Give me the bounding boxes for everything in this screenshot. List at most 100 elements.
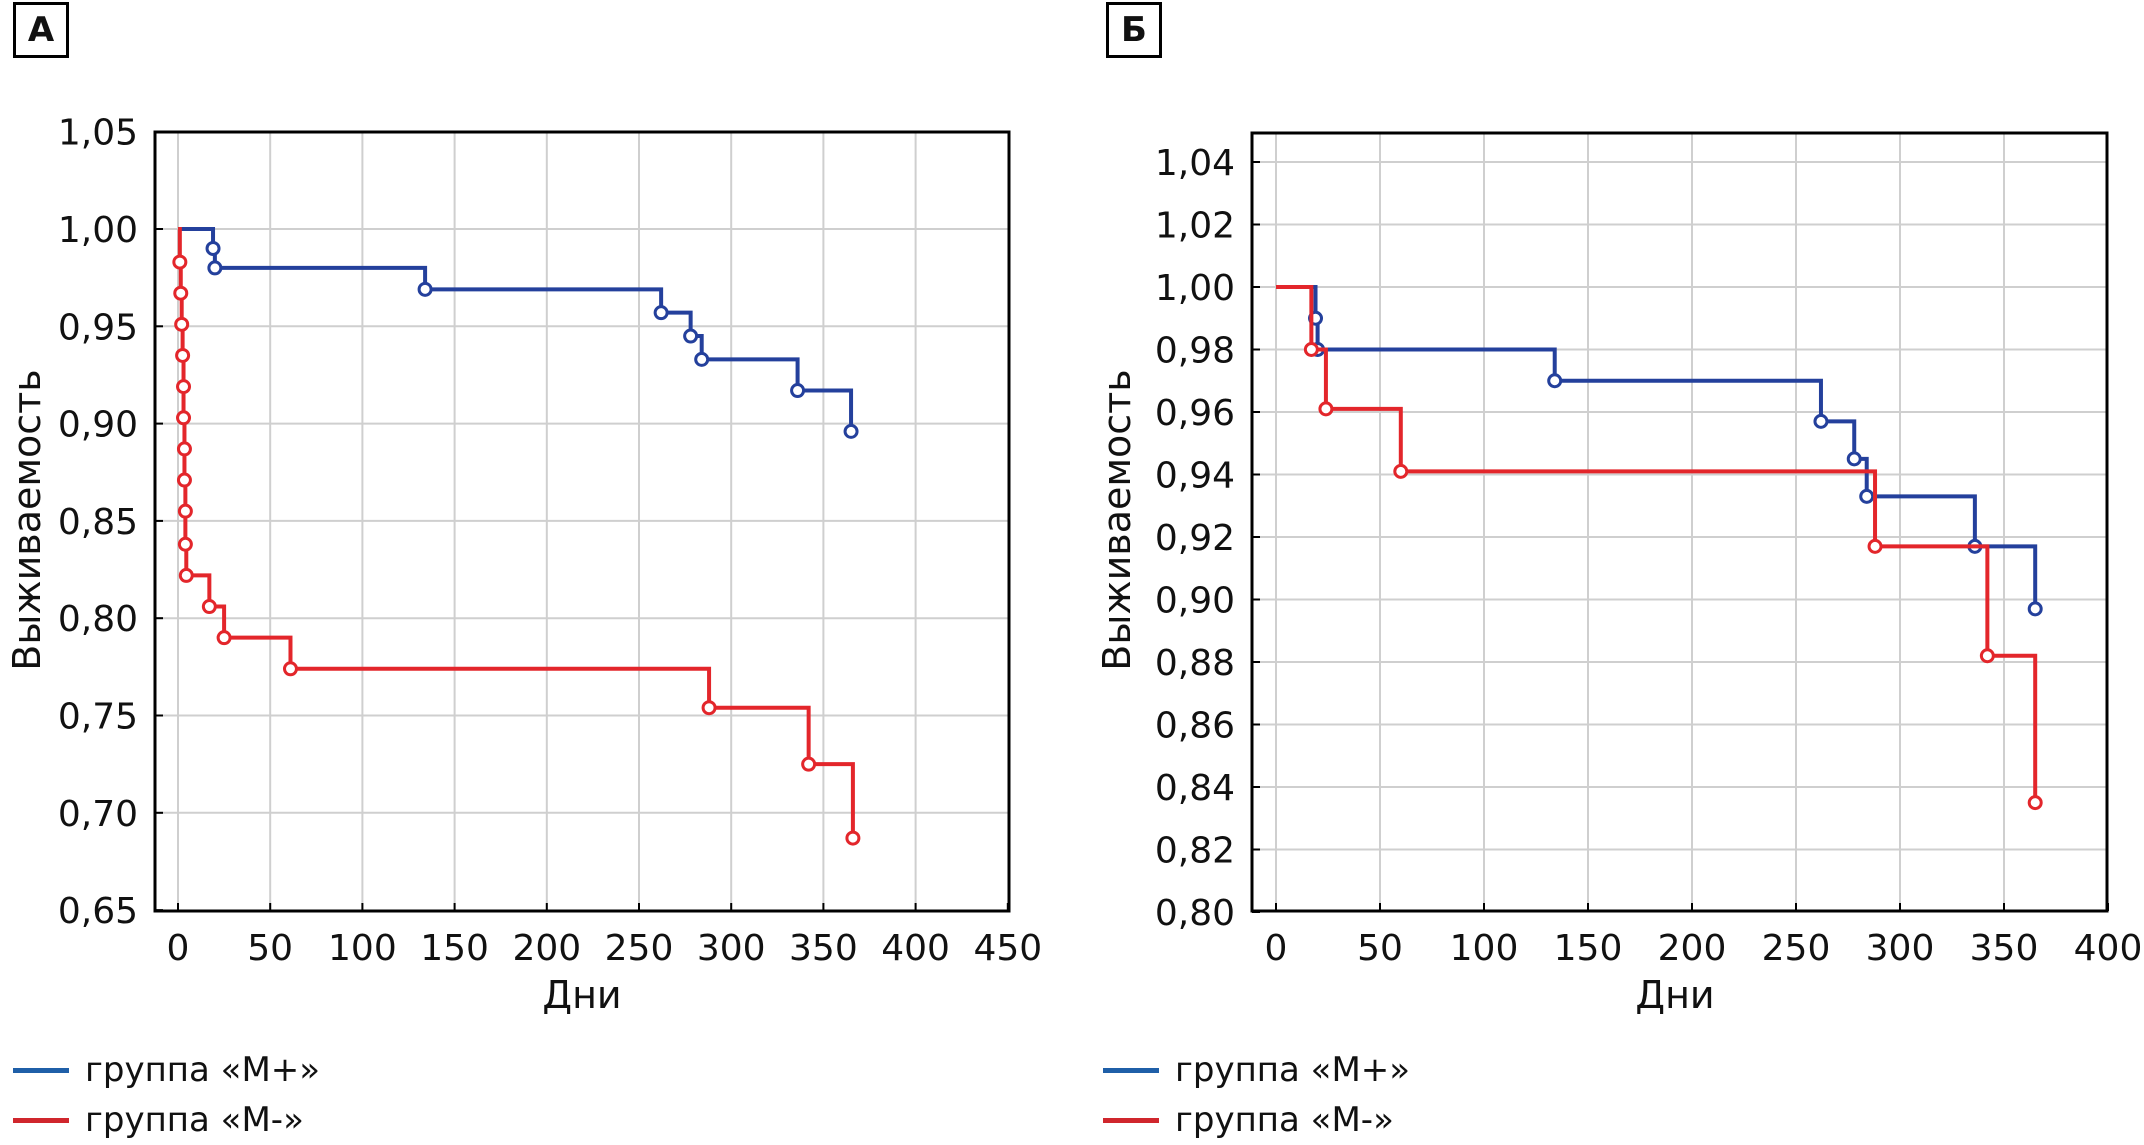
legend-swatch-blue <box>1103 1067 1159 1073</box>
x-tick-label: 250 <box>1762 928 1831 969</box>
legend-item-m-plus: группа «М+» <box>13 1045 320 1095</box>
x-tick-label: 0 <box>1265 928 1288 969</box>
y-tick-label: 0,75 <box>58 697 138 738</box>
series-m-plus-censor-marker <box>1547 373 1563 389</box>
series-m-plus-line <box>178 227 854 432</box>
x-tick-label: 350 <box>1970 928 2039 969</box>
y-tick-label: 1,00 <box>58 210 138 251</box>
series-m-minus-censor-marker <box>175 347 191 363</box>
legend-label: группа «М+» <box>85 1050 321 1090</box>
legend-item-m-minus: группа «М-» <box>13 1095 320 1145</box>
legend-swatch-red <box>1103 1117 1159 1123</box>
y-tick-label: 1,05 <box>58 113 138 154</box>
x-tick-label: 100 <box>328 928 397 969</box>
y-tick-label: 0,84 <box>1155 768 1235 809</box>
y-axis-label: Выживаемость <box>5 369 49 670</box>
series-m-minus-censor-marker <box>282 661 298 677</box>
y-tick-label: 0,80 <box>58 599 138 640</box>
series-m-plus-censor-marker <box>417 281 433 297</box>
x-tick-label: 100 <box>1450 928 1519 969</box>
legend-label: группа «М+» <box>1175 1050 1411 1090</box>
y-tick-label: 0,90 <box>1155 581 1235 622</box>
legend-a: группа «М+» группа «М-» <box>13 1045 320 1145</box>
series-m-minus-censor-marker <box>178 567 194 583</box>
series-m-plus-censor-marker <box>1846 451 1862 467</box>
series-m-minus-censor-marker <box>216 630 232 646</box>
x-tick-label: 200 <box>1658 928 1727 969</box>
y-tick-label: 1,04 <box>1155 143 1235 184</box>
legend-swatch-red <box>13 1117 69 1123</box>
series-m-plus-censor-marker <box>207 260 223 276</box>
series-m-minus-censor-marker <box>1318 401 1334 417</box>
series-m-minus-censor-marker <box>176 441 192 457</box>
series-m-minus-censor-marker <box>174 316 190 332</box>
legend-item-m-plus: группа «М+» <box>1103 1045 1410 1095</box>
y-tick-label: 0,85 <box>58 502 138 543</box>
x-tick-label: 150 <box>420 928 489 969</box>
series-m-minus-censor-marker <box>801 756 817 772</box>
x-tick-label: 250 <box>605 928 674 969</box>
x-tick-label: 400 <box>2074 928 2143 969</box>
series-m-minus-censor-marker <box>173 285 189 301</box>
legend-b: группа «М+» группа «М-» <box>1103 1045 1410 1145</box>
x-tick-label: 200 <box>512 928 581 969</box>
chart-a: 0 50 100 150 200 250 300 350 400 450 0,65 0,70 0,75 0… <box>5 113 1042 1017</box>
x-tick-label: 400 <box>881 928 950 969</box>
series-m-minus-censor-marker <box>176 379 192 395</box>
series-m-minus-censor-marker <box>176 410 192 426</box>
series-m-minus-censor-marker <box>177 503 193 519</box>
x-tick-label: 150 <box>1554 928 1623 969</box>
y-tick-label: 1,02 <box>1155 206 1235 247</box>
series-m-plus-censor-marker <box>1813 413 1829 429</box>
x-tick-label: 0 <box>167 928 190 969</box>
series-m-minus-line <box>177 227 855 839</box>
panel-label-b: Б <box>1106 2 1162 58</box>
series-m-plus-censor-marker <box>653 305 669 321</box>
y-tick-label: 0,82 <box>1155 831 1235 872</box>
series-m-plus-censor-marker <box>2027 601 2043 617</box>
legend-swatch-blue <box>13 1067 69 1073</box>
y-tick-label: 0,90 <box>58 405 138 446</box>
chart-b: 0 50 100 150 200 250 300 350 400 0,80 0,82 0,84 0,86… <box>1095 131 2143 1017</box>
x-tick-label: 300 <box>697 928 766 969</box>
series-m-plus-censor-marker <box>790 383 806 399</box>
y-tick-label: 0,86 <box>1155 706 1235 747</box>
legend-item-m-minus: группа «М-» <box>1103 1095 1410 1145</box>
series-m-minus-censor-marker <box>172 254 188 270</box>
series-m-minus-censor-marker <box>2027 795 2043 811</box>
y-tick-label: 0,96 <box>1155 393 1235 434</box>
series-m-plus-censor-marker <box>1859 488 1875 504</box>
series-m-plus-line <box>1276 285 2038 609</box>
series-m-minus-censor-marker <box>845 830 861 846</box>
y-tick-label: 0,80 <box>1155 893 1235 934</box>
x-tick-label: 350 <box>789 928 858 969</box>
series-m-minus-censor-marker <box>177 536 193 552</box>
legend-label: группа «М-» <box>85 1100 304 1140</box>
series-m-plus-censor-marker <box>205 240 221 256</box>
y-tick-label: 0,94 <box>1155 456 1235 497</box>
x-tick-label: 50 <box>247 928 293 969</box>
x-tick-label: 300 <box>1866 928 1935 969</box>
series-m-minus-censor-marker <box>1867 538 1883 554</box>
y-tick-label: 0,92 <box>1155 518 1235 559</box>
x-tick-label: 50 <box>1357 928 1403 969</box>
legend-label: группа «М-» <box>1175 1100 1394 1140</box>
y-axis-label: Выживаемость <box>1095 369 1139 670</box>
x-axis-label: Дни <box>1635 973 1714 1017</box>
x-tick-label: 450 <box>973 928 1042 969</box>
series-m-plus-censor-marker <box>843 423 859 439</box>
series-m-minus-censor-marker <box>701 700 717 716</box>
y-tick-label: 0,95 <box>58 307 138 348</box>
series-m-minus-censor-marker <box>176 472 192 488</box>
plot-frame <box>1250 131 2109 913</box>
y-tick-label: 0,98 <box>1155 331 1235 372</box>
series-m-plus-censor-marker <box>694 351 710 367</box>
y-tick-label: 0,65 <box>58 891 138 932</box>
y-tick-label: 1,00 <box>1155 268 1235 309</box>
series-m-minus-censor-marker <box>201 599 217 615</box>
y-tick-label: 0,70 <box>58 794 138 835</box>
x-axis-label: Дни <box>542 973 621 1017</box>
panel-label-a: А <box>13 2 69 58</box>
series-m-minus-censor-marker <box>1303 342 1319 357</box>
